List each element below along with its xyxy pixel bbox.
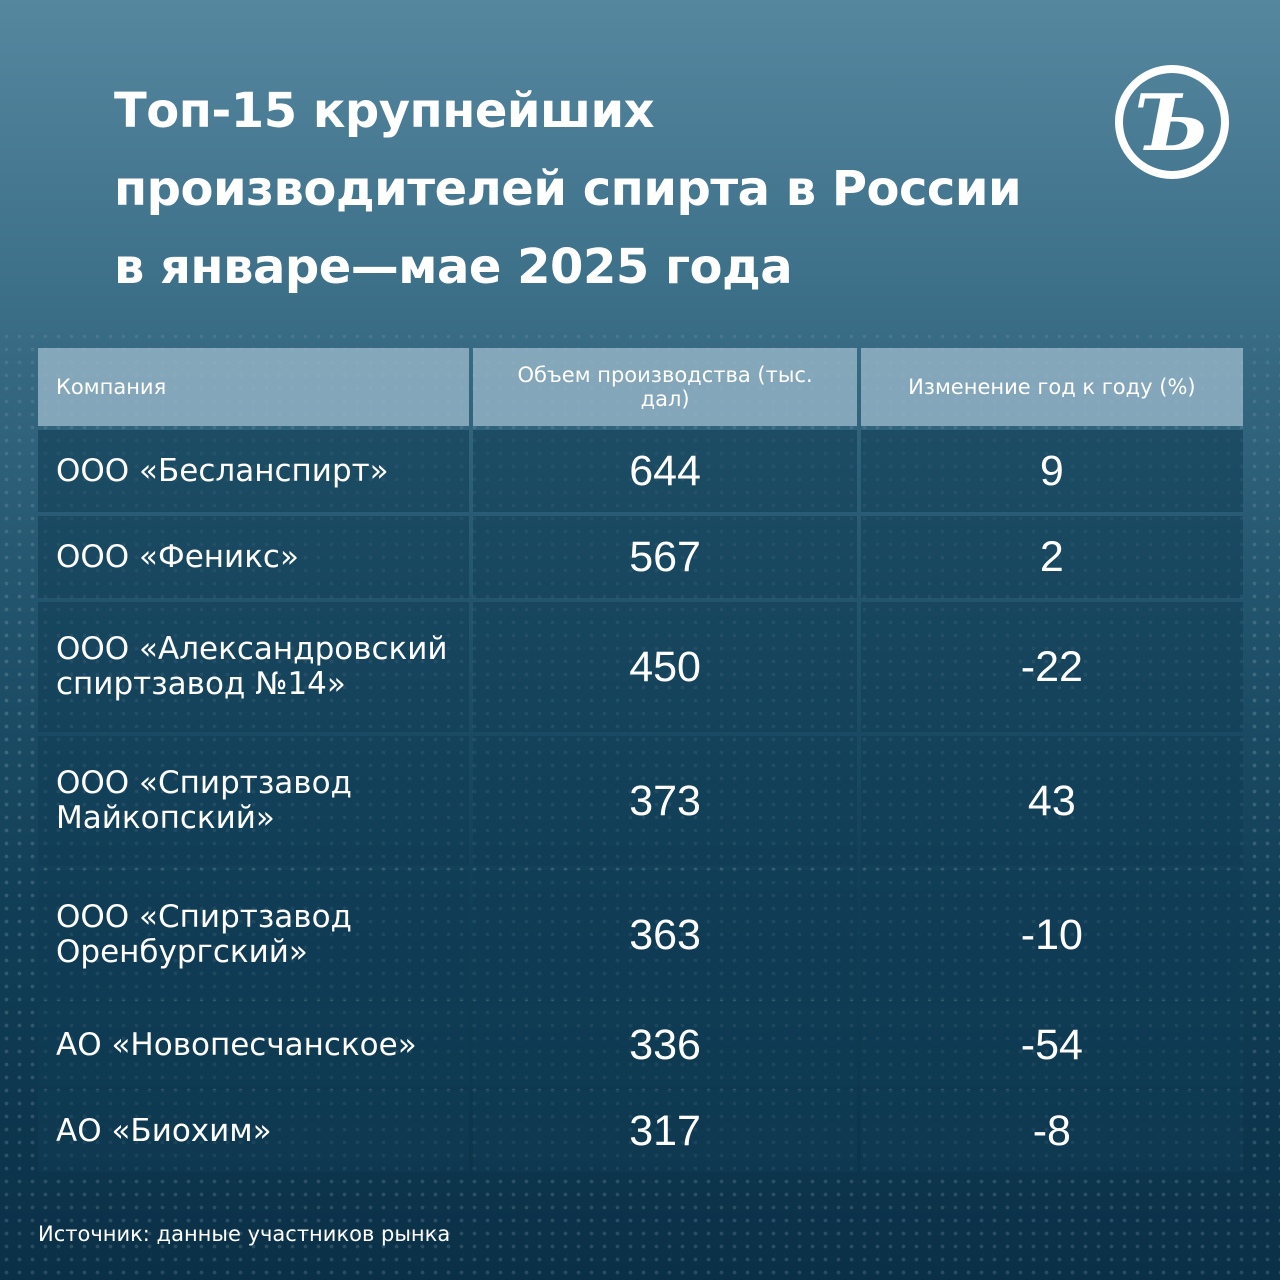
column-header-volume: Объем производства (тыс. дал) xyxy=(473,348,857,426)
change-cell: 2 xyxy=(860,516,1243,598)
change-cell: 43 xyxy=(860,736,1243,866)
table-row: ООО «Александровский спиртзавод №14» 450… xyxy=(38,602,1243,732)
page-title: Топ-15 крупнейших производителей спирта … xyxy=(114,83,1022,295)
volume-cell: 336 xyxy=(473,1004,857,1086)
table-row: АО «Новопесчанское» 336 -54 xyxy=(38,1004,1243,1086)
company-cell: ООО «Спиртзавод Майкопский» xyxy=(38,736,470,866)
volume-cell: 567 xyxy=(473,516,857,598)
volume-cell: 363 xyxy=(473,870,857,1000)
volume-cell: 450 xyxy=(473,602,857,732)
kommersant-logo-icon: Ъ xyxy=(1115,65,1229,179)
table-row: ООО «Феникс» 567 2 xyxy=(38,516,1243,598)
table-row: ООО «Спиртзавод Оренбургский» 363 -10 xyxy=(38,870,1243,1000)
table-row: АО «Биохим» 317 -8 xyxy=(38,1090,1243,1172)
table-header-row: Компания Объем производства (тыс. дал) И… xyxy=(38,348,1243,426)
table-row: ООО «Спиртзавод Майкопский» 373 43 xyxy=(38,736,1243,866)
company-cell: ООО «Бесланспирт» xyxy=(38,430,470,512)
change-cell: 9 xyxy=(860,430,1243,512)
change-cell: -22 xyxy=(860,602,1243,732)
column-header-change: Изменение год к году (%) xyxy=(860,348,1243,426)
column-header-company: Компания xyxy=(38,348,470,426)
company-cell: АО «Биохим» xyxy=(38,1090,470,1172)
volume-cell: 644 xyxy=(473,430,857,512)
company-cell: ООО «Феникс» xyxy=(38,516,470,598)
company-cell: ООО «Александровский спиртзавод №14» xyxy=(38,602,470,732)
svg-text:Ъ: Ъ xyxy=(1135,78,1210,169)
change-cell: -10 xyxy=(860,870,1243,1000)
producers-table: Компания Объем производства (тыс. дал) И… xyxy=(34,344,1247,1176)
source-note: Источник: данные участников рынка xyxy=(38,1222,451,1246)
change-cell: -8 xyxy=(860,1090,1243,1172)
change-cell: -54 xyxy=(860,1004,1243,1086)
table-row: ООО «Бесланспирт» 644 9 xyxy=(38,430,1243,512)
company-cell: АО «Новопесчанское» xyxy=(38,1004,470,1086)
volume-cell: 317 xyxy=(473,1090,857,1172)
company-cell: ООО «Спиртзавод Оренбургский» xyxy=(38,870,470,1000)
volume-cell: 373 xyxy=(473,736,857,866)
